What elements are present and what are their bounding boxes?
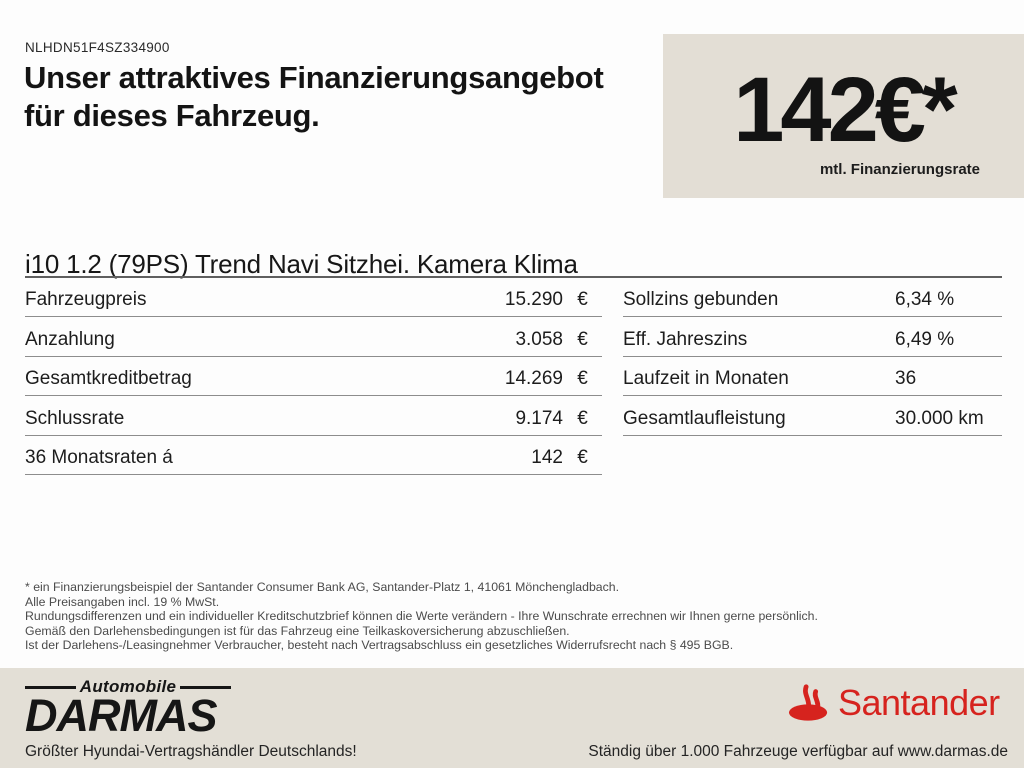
logo-rule-left (25, 685, 76, 689)
darmas-logo-top: Automobile (25, 677, 231, 697)
footer: Automobile DARMAS Größter Hyundai-Vertra… (0, 668, 1024, 768)
table-row-schlussrate: Schlussrate 9.174 € (25, 396, 602, 436)
santander-logo: Santander (788, 684, 1000, 722)
row-label: Gesamtlaufleistung (623, 407, 786, 429)
row-label: Laufzeit in Monaten (623, 368, 789, 390)
monthly-rate-amount: 142€* (733, 59, 957, 161)
table-row-laufzeit: Laufzeit in Monaten 36 (623, 357, 1002, 397)
row-label: Fahrzeugpreis (25, 289, 147, 310)
dealer-tagline: Größter Hyundai-Vertragshändler Deutschl… (25, 743, 357, 760)
darmas-logo-name: DARMAS (25, 690, 218, 741)
row-label: Gesamtkreditbetrag (25, 368, 192, 390)
row-value: 6,49 % (895, 328, 955, 350)
row-label: Eff. Jahreszins (623, 328, 748, 350)
vehicle-title: i10 1.2 (79PS) Trend Navi Sitzhei. Kamer… (25, 249, 578, 279)
financing-table-left: Fahrzeugpreis 15.290 € Anzahlung 3.058 €… (25, 278, 602, 476)
row-unit-euro: € (577, 328, 588, 350)
table-row-anzahlung: Anzahlung 3.058 € (25, 317, 602, 357)
row-unit-euro: € (577, 289, 588, 310)
disclaimer-text: * ein Finanzierungsbeispiel der Santande… (25, 580, 818, 653)
santander-flame-icon (788, 684, 830, 722)
row-label: Schlussrate (25, 407, 125, 429)
monthly-rate-caption: mtl. Finanzierungsrate (819, 161, 980, 178)
headline-line-2: für dieses Fahrzeug. (24, 98, 320, 133)
row-value: 3.058 (515, 328, 563, 350)
row-unit-euro: € (577, 447, 588, 469)
title-divider (25, 276, 1002, 278)
disclaimer-line: Rundungsdifferenzen und ein individuelle… (25, 609, 818, 624)
row-unit-euro: € (577, 368, 588, 390)
row-value: 9.174 (515, 407, 563, 429)
darmas-logo: Automobile DARMAS (25, 677, 231, 741)
row-value: 14.269 (504, 368, 563, 390)
table-row-jahreszins: Eff. Jahreszins 6,49 % (623, 317, 1002, 357)
row-value: 15.290 (504, 289, 563, 310)
row-label: Anzahlung (25, 328, 115, 350)
row-value: 30.000 km (895, 407, 984, 429)
monthly-rate-badge: 142€* mtl. Finanzierungsrate (663, 34, 1024, 198)
table-row-monatsraten: 36 Monatsraten á 142 € (25, 436, 602, 476)
financing-table-right: Sollzins gebunden 6,34 % Eff. Jahreszins… (623, 278, 1002, 436)
row-label: Sollzins gebunden (623, 289, 779, 310)
disclaimer-line: Alle Preisangaben incl. 19 % MwSt. (25, 594, 220, 609)
row-label: 36 Monatsraten á (25, 447, 173, 469)
availability-note: Ständig über 1.000 Fahrzeuge verfügbar a… (588, 743, 1008, 760)
disclaimer-line: * ein Finanzierungsbeispiel der Santande… (25, 580, 620, 594)
headline-line-1: Unser attraktives Finanzierungsangebot (24, 60, 604, 95)
row-value: 36 (895, 368, 917, 390)
table-row-fahrzeugpreis: Fahrzeugpreis 15.290 € (25, 278, 602, 317)
logo-rule-right (180, 685, 231, 689)
table-row-gesamtlaufleistung: Gesamtlaufleistung 30.000 km (623, 396, 1002, 436)
row-value: 6,34 % (895, 289, 955, 310)
page-title: Unser attraktives Finanzierungsangebot f… (24, 59, 604, 135)
disclaimer-line: Gemäß den Darlehensbedingungen ist für d… (25, 623, 570, 638)
santander-wordmark: Santander (838, 682, 1000, 723)
row-value: 142 (531, 447, 563, 469)
table-row-sollzins: Sollzins gebunden 6,34 % (623, 278, 1002, 317)
vehicle-vin: NLHDN51F4SZ334900 (25, 40, 170, 55)
row-unit-euro: € (577, 407, 588, 429)
table-row-gesamtkreditbetrag: Gesamtkreditbetrag 14.269 € (25, 357, 602, 397)
disclaimer-line: Ist der Darlehens-/Leasingnehmer Verbrau… (25, 638, 734, 653)
darmas-logo-automobile: Automobile (79, 677, 177, 696)
